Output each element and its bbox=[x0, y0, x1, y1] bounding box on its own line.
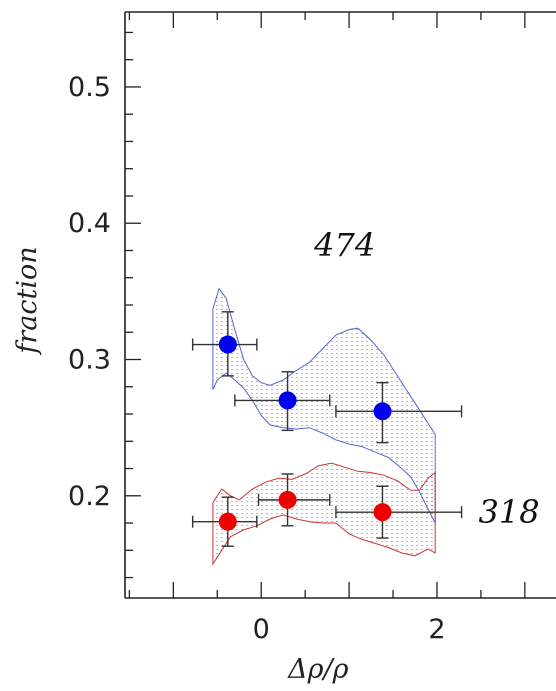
x-axis-title: Δρ/ρ bbox=[287, 654, 348, 685]
data-point-474 bbox=[218, 335, 237, 354]
points-layer bbox=[218, 335, 392, 531]
band-318 bbox=[212, 462, 436, 566]
data-point-318 bbox=[278, 490, 297, 509]
data-point-318 bbox=[218, 512, 237, 531]
data-point-318 bbox=[373, 503, 392, 522]
y-tick-label: 0.5 bbox=[68, 72, 111, 103]
x-tick-label: 2 bbox=[428, 614, 445, 645]
annotation-318: 318 bbox=[478, 493, 539, 531]
y-tick-label: 0.4 bbox=[68, 208, 111, 239]
ticks-layer: 0.2 0.3 0.4 0.5 0 2 bbox=[68, 12, 526, 645]
data-point-474 bbox=[373, 402, 392, 421]
annotation-474: 474 bbox=[313, 226, 375, 264]
error-bars-layer bbox=[191, 311, 463, 547]
labels-layer: Δρ/ρ fraction 474 318 bbox=[12, 226, 540, 685]
y-axis-title: fraction bbox=[12, 246, 43, 355]
y-tick-label: 0.3 bbox=[68, 345, 111, 376]
y-tick-label: 0.2 bbox=[68, 481, 111, 512]
x-tick-label: 0 bbox=[253, 614, 270, 645]
data-point-474 bbox=[278, 391, 297, 410]
bands-layer bbox=[212, 287, 436, 566]
